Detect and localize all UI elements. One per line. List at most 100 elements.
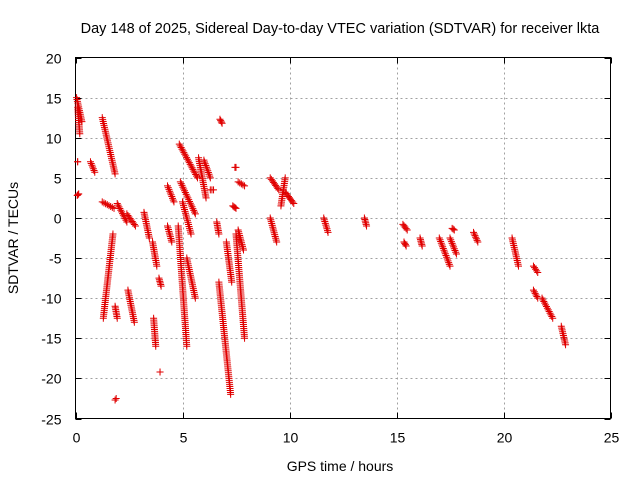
- y-tick-label: -25: [41, 412, 61, 428]
- data-point: [403, 226, 411, 234]
- data-point: [178, 181, 186, 189]
- data-point: [443, 253, 451, 261]
- x-tick-label: 0: [73, 430, 81, 446]
- data-point: [76, 130, 84, 138]
- data-point: [176, 178, 184, 186]
- y-tick-label: -15: [41, 331, 61, 347]
- data-point: [131, 222, 139, 230]
- data-point: [473, 236, 481, 244]
- data-point: [187, 162, 195, 170]
- data-point: [115, 203, 123, 211]
- data-point: [440, 246, 448, 254]
- y-tick-label: -20: [41, 371, 61, 387]
- data-point: [444, 257, 452, 265]
- data-point: [542, 303, 550, 311]
- data-point: [363, 222, 371, 230]
- data-point: [540, 298, 548, 306]
- data-point: [113, 314, 121, 322]
- data-point: [228, 278, 236, 286]
- data-points: [73, 94, 570, 404]
- data-point: [218, 119, 226, 127]
- grid-lines: [75, 57, 611, 419]
- data-point: [181, 187, 189, 195]
- data-point: [472, 233, 480, 241]
- data-point: [181, 150, 189, 158]
- data-point: [188, 164, 196, 172]
- data-point: [449, 241, 457, 249]
- data-point: [170, 198, 178, 206]
- data-point: [544, 306, 552, 314]
- data-point: [204, 169, 212, 177]
- data-point: [111, 170, 119, 178]
- data-point: [548, 313, 556, 321]
- data-point: [289, 198, 297, 206]
- data-point: [538, 294, 546, 302]
- data-point: [113, 200, 121, 208]
- x-tick-label: 25: [604, 430, 620, 446]
- data-point: [177, 144, 185, 152]
- data-point: [541, 299, 549, 307]
- data-point: [182, 190, 190, 198]
- data-point: [543, 304, 551, 312]
- data-point: [180, 202, 188, 210]
- data-point: [324, 228, 332, 236]
- data-point: [183, 342, 191, 350]
- data-point: [112, 394, 120, 402]
- data-point: [179, 200, 187, 208]
- data-point: [183, 192, 191, 200]
- data-point: [202, 194, 210, 202]
- y-tick-label: -10: [41, 291, 61, 307]
- data-point: [184, 217, 192, 225]
- data-point: [183, 213, 191, 221]
- data-point: [437, 238, 445, 246]
- data-point: [116, 205, 124, 213]
- data-point: [189, 205, 197, 213]
- data-point: [217, 118, 225, 126]
- data-point: [474, 238, 482, 246]
- data-point: [168, 193, 176, 201]
- data-point: [205, 170, 213, 178]
- data-point: [130, 220, 138, 228]
- data-point: [179, 147, 187, 155]
- data-point: [111, 396, 119, 404]
- data-point: [274, 184, 282, 192]
- axis-ticks: [75, 57, 612, 420]
- data-point: [239, 181, 247, 189]
- y-tick-label: 0: [54, 211, 62, 227]
- data-point: [203, 165, 211, 173]
- data-point: [185, 196, 193, 204]
- data-point: [442, 252, 450, 260]
- data-point: [450, 243, 458, 251]
- data-point: [445, 260, 453, 268]
- data-point: [533, 293, 541, 301]
- data-point: [88, 161, 96, 169]
- data-point: [184, 219, 192, 227]
- data-point: [529, 286, 537, 294]
- data-point: [546, 309, 554, 317]
- x-axis-label: GPS time / hours: [287, 458, 394, 474]
- data-point: [202, 163, 210, 171]
- data-point: [75, 190, 83, 198]
- data-point: [193, 172, 201, 180]
- data-point: [185, 221, 193, 229]
- data-point: [169, 194, 177, 202]
- data-point: [186, 226, 194, 234]
- data-point: [86, 158, 94, 166]
- data-point: [204, 167, 212, 175]
- data-point: [449, 225, 457, 233]
- data-point: [322, 223, 330, 231]
- data-point: [470, 228, 478, 236]
- data-point: [275, 186, 283, 194]
- data-point: [190, 206, 198, 214]
- data-point: [200, 156, 208, 164]
- y-tick-label: -5: [49, 251, 62, 267]
- x-tick-label: 15: [390, 430, 406, 446]
- data-point: [166, 187, 174, 195]
- data-point: [239, 246, 247, 254]
- data-point: [165, 185, 173, 193]
- data-point: [193, 174, 201, 182]
- data-point: [183, 155, 191, 163]
- data-point: [181, 205, 189, 213]
- data-point: [189, 165, 197, 173]
- data-point: [232, 163, 240, 171]
